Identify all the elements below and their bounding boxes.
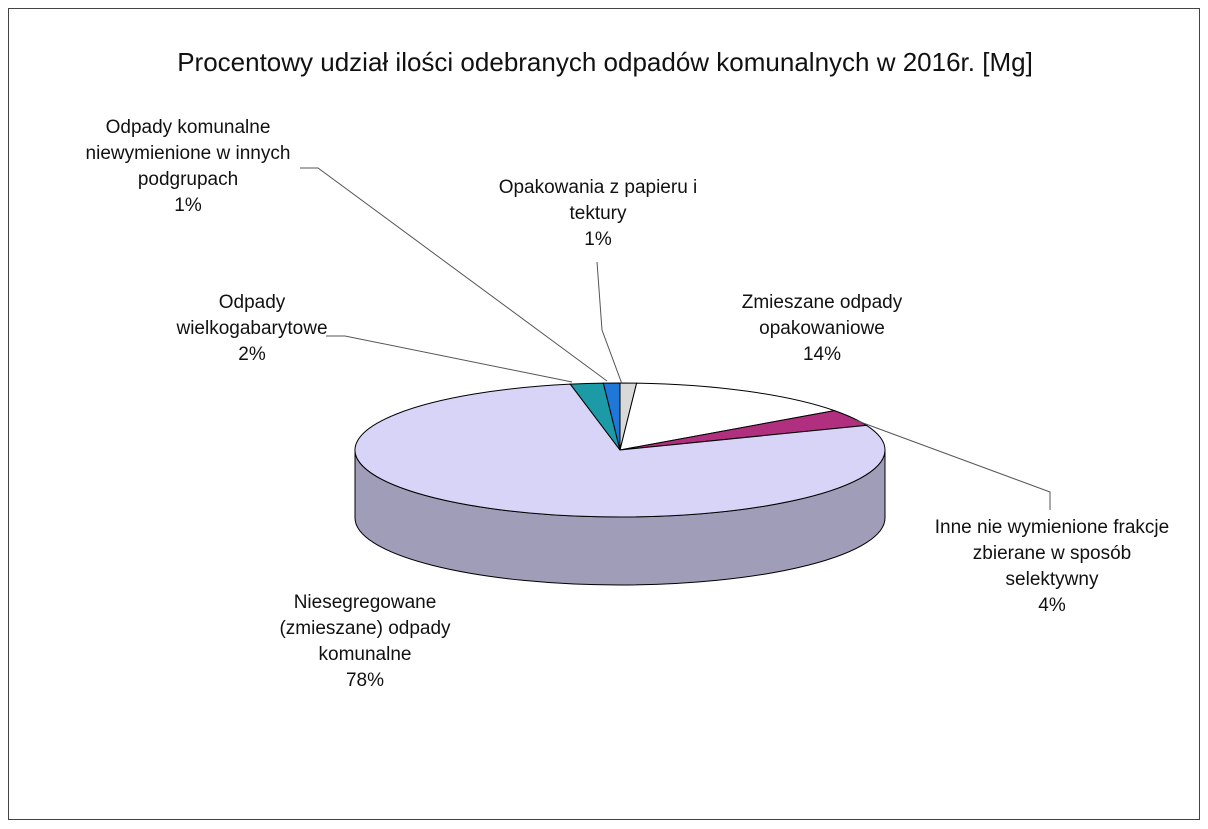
data-label: Inne nie wymienione frakcje zbierane w s… xyxy=(932,515,1172,619)
category-label: Zmieszane odpady opakowaniowe xyxy=(741,292,903,339)
leader-line xyxy=(854,419,1051,510)
pie-slice xyxy=(602,382,621,451)
data-label: Odpady wielkogabarytowe 2% xyxy=(152,290,352,368)
leader-line xyxy=(326,335,573,383)
value-label: 1% xyxy=(584,229,612,250)
chart-frame xyxy=(8,8,1200,820)
pie-slice xyxy=(619,382,837,451)
value-label: 14% xyxy=(802,344,842,365)
leader-line xyxy=(596,261,623,385)
category-label: Niesegregowane (zmieszane) odpady komuna… xyxy=(279,592,451,665)
category-label: Odpady wielkogabarytowe xyxy=(176,292,328,339)
data-label: Odpady komunalne niewymienione w innych … xyxy=(68,115,308,219)
pie-slice xyxy=(354,383,886,518)
leader-line xyxy=(300,167,608,382)
category-label: Odpady komunalne niewymienione w innych … xyxy=(85,117,291,190)
category-label: Inne nie wymienione frakcje zbierane w s… xyxy=(934,517,1170,590)
value-label: 4% xyxy=(1038,595,1066,616)
value-label: 78% xyxy=(345,670,385,691)
value-label: 2% xyxy=(238,344,266,365)
chart-title: Procentowy udział ilości odebranych odpa… xyxy=(177,47,1033,77)
data-label: Opakowania z papieru i tektury 1% xyxy=(498,175,698,253)
category-label: Opakowania z papieru i tektury xyxy=(498,177,698,224)
data-label: Zmieszane odpady opakowaniowe 14% xyxy=(722,290,922,368)
value-label: 1% xyxy=(174,195,202,216)
data-label: Niesegregowane (zmieszane) odpady komuna… xyxy=(250,590,480,694)
